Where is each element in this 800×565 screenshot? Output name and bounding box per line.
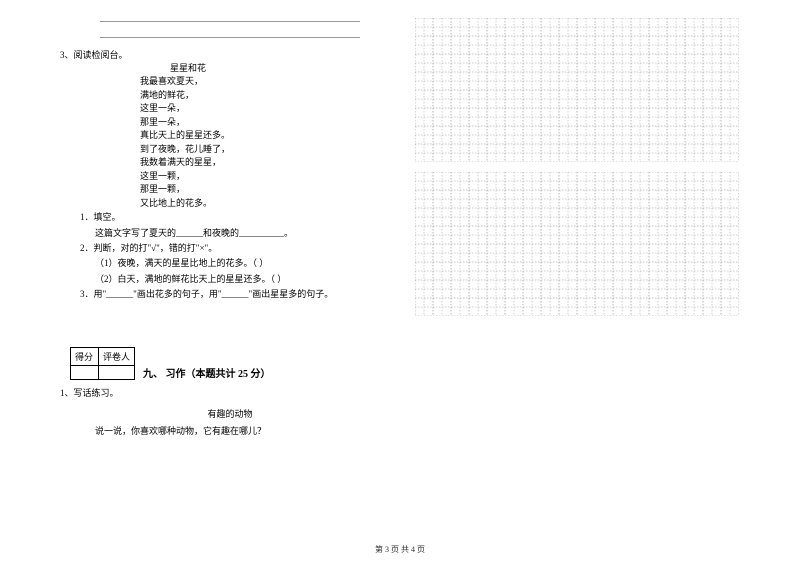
reviewer-header: 评卷人 [99, 348, 135, 366]
sub-question-2-1: （1）夜晚，满天的星星比地上的花多。（ ） [95, 256, 380, 271]
poem-line: 我最喜欢夏天， [140, 75, 380, 89]
writing-topic: 有趣的动物 [80, 407, 380, 420]
writing-grid-1 [415, 18, 760, 162]
section-9-title: 九、 习作（本题共计 25 分） [143, 365, 271, 380]
sub-question-2-2: （2）白天，满地的鲜花比天上的星星还多。（ ） [95, 272, 380, 287]
question-3: 3、阅读检阅台。 [60, 48, 380, 61]
answer-line [100, 10, 360, 22]
sub-question-1: 1．填空。 [80, 210, 380, 225]
poem-line: 这里一朵， [140, 102, 380, 116]
writing-grid-2 [415, 172, 760, 316]
sub-question-1-line: 这篇文字写了夏天的______和夜晚的__________。 [95, 226, 380, 241]
score-cell [71, 366, 99, 380]
poem-line: 我数着满天的星星， [140, 156, 380, 170]
section-header: 得分 评卷人 九、 习作（本题共计 25 分） [70, 347, 380, 380]
score-header: 得分 [71, 348, 99, 366]
sub-question-3: 3．用"______"画出花多的句子，用"______"画出星星多的句子。 [80, 287, 380, 302]
poem-title: 星星和花 [170, 61, 380, 75]
poem-line: 那里一颗， [140, 183, 380, 197]
poem-line: 真比天上的星星还多。 [140, 129, 380, 143]
poem-line: 又比地上的花多。 [140, 197, 380, 211]
page-footer: 第 3 页 共 4 页 [0, 544, 800, 555]
poem-line: 到了夜晚，花儿睡了， [140, 143, 380, 157]
answer-line [100, 26, 360, 38]
reviewer-cell [99, 366, 135, 380]
score-table: 得分 评卷人 [70, 347, 135, 380]
sub-question-2: 2．判断，对的打"√"，错的打"×"。 [80, 241, 380, 256]
writing-q1: 1、写话练习。 [60, 386, 380, 399]
poem-line: 满地的鲜花， [140, 89, 380, 103]
poem-line: 这里一颗， [140, 170, 380, 184]
writing-prompt: 说一说，你喜欢哪种动物，它有趣在哪儿？ [95, 424, 380, 437]
poem-line: 那里一朵， [140, 116, 380, 130]
